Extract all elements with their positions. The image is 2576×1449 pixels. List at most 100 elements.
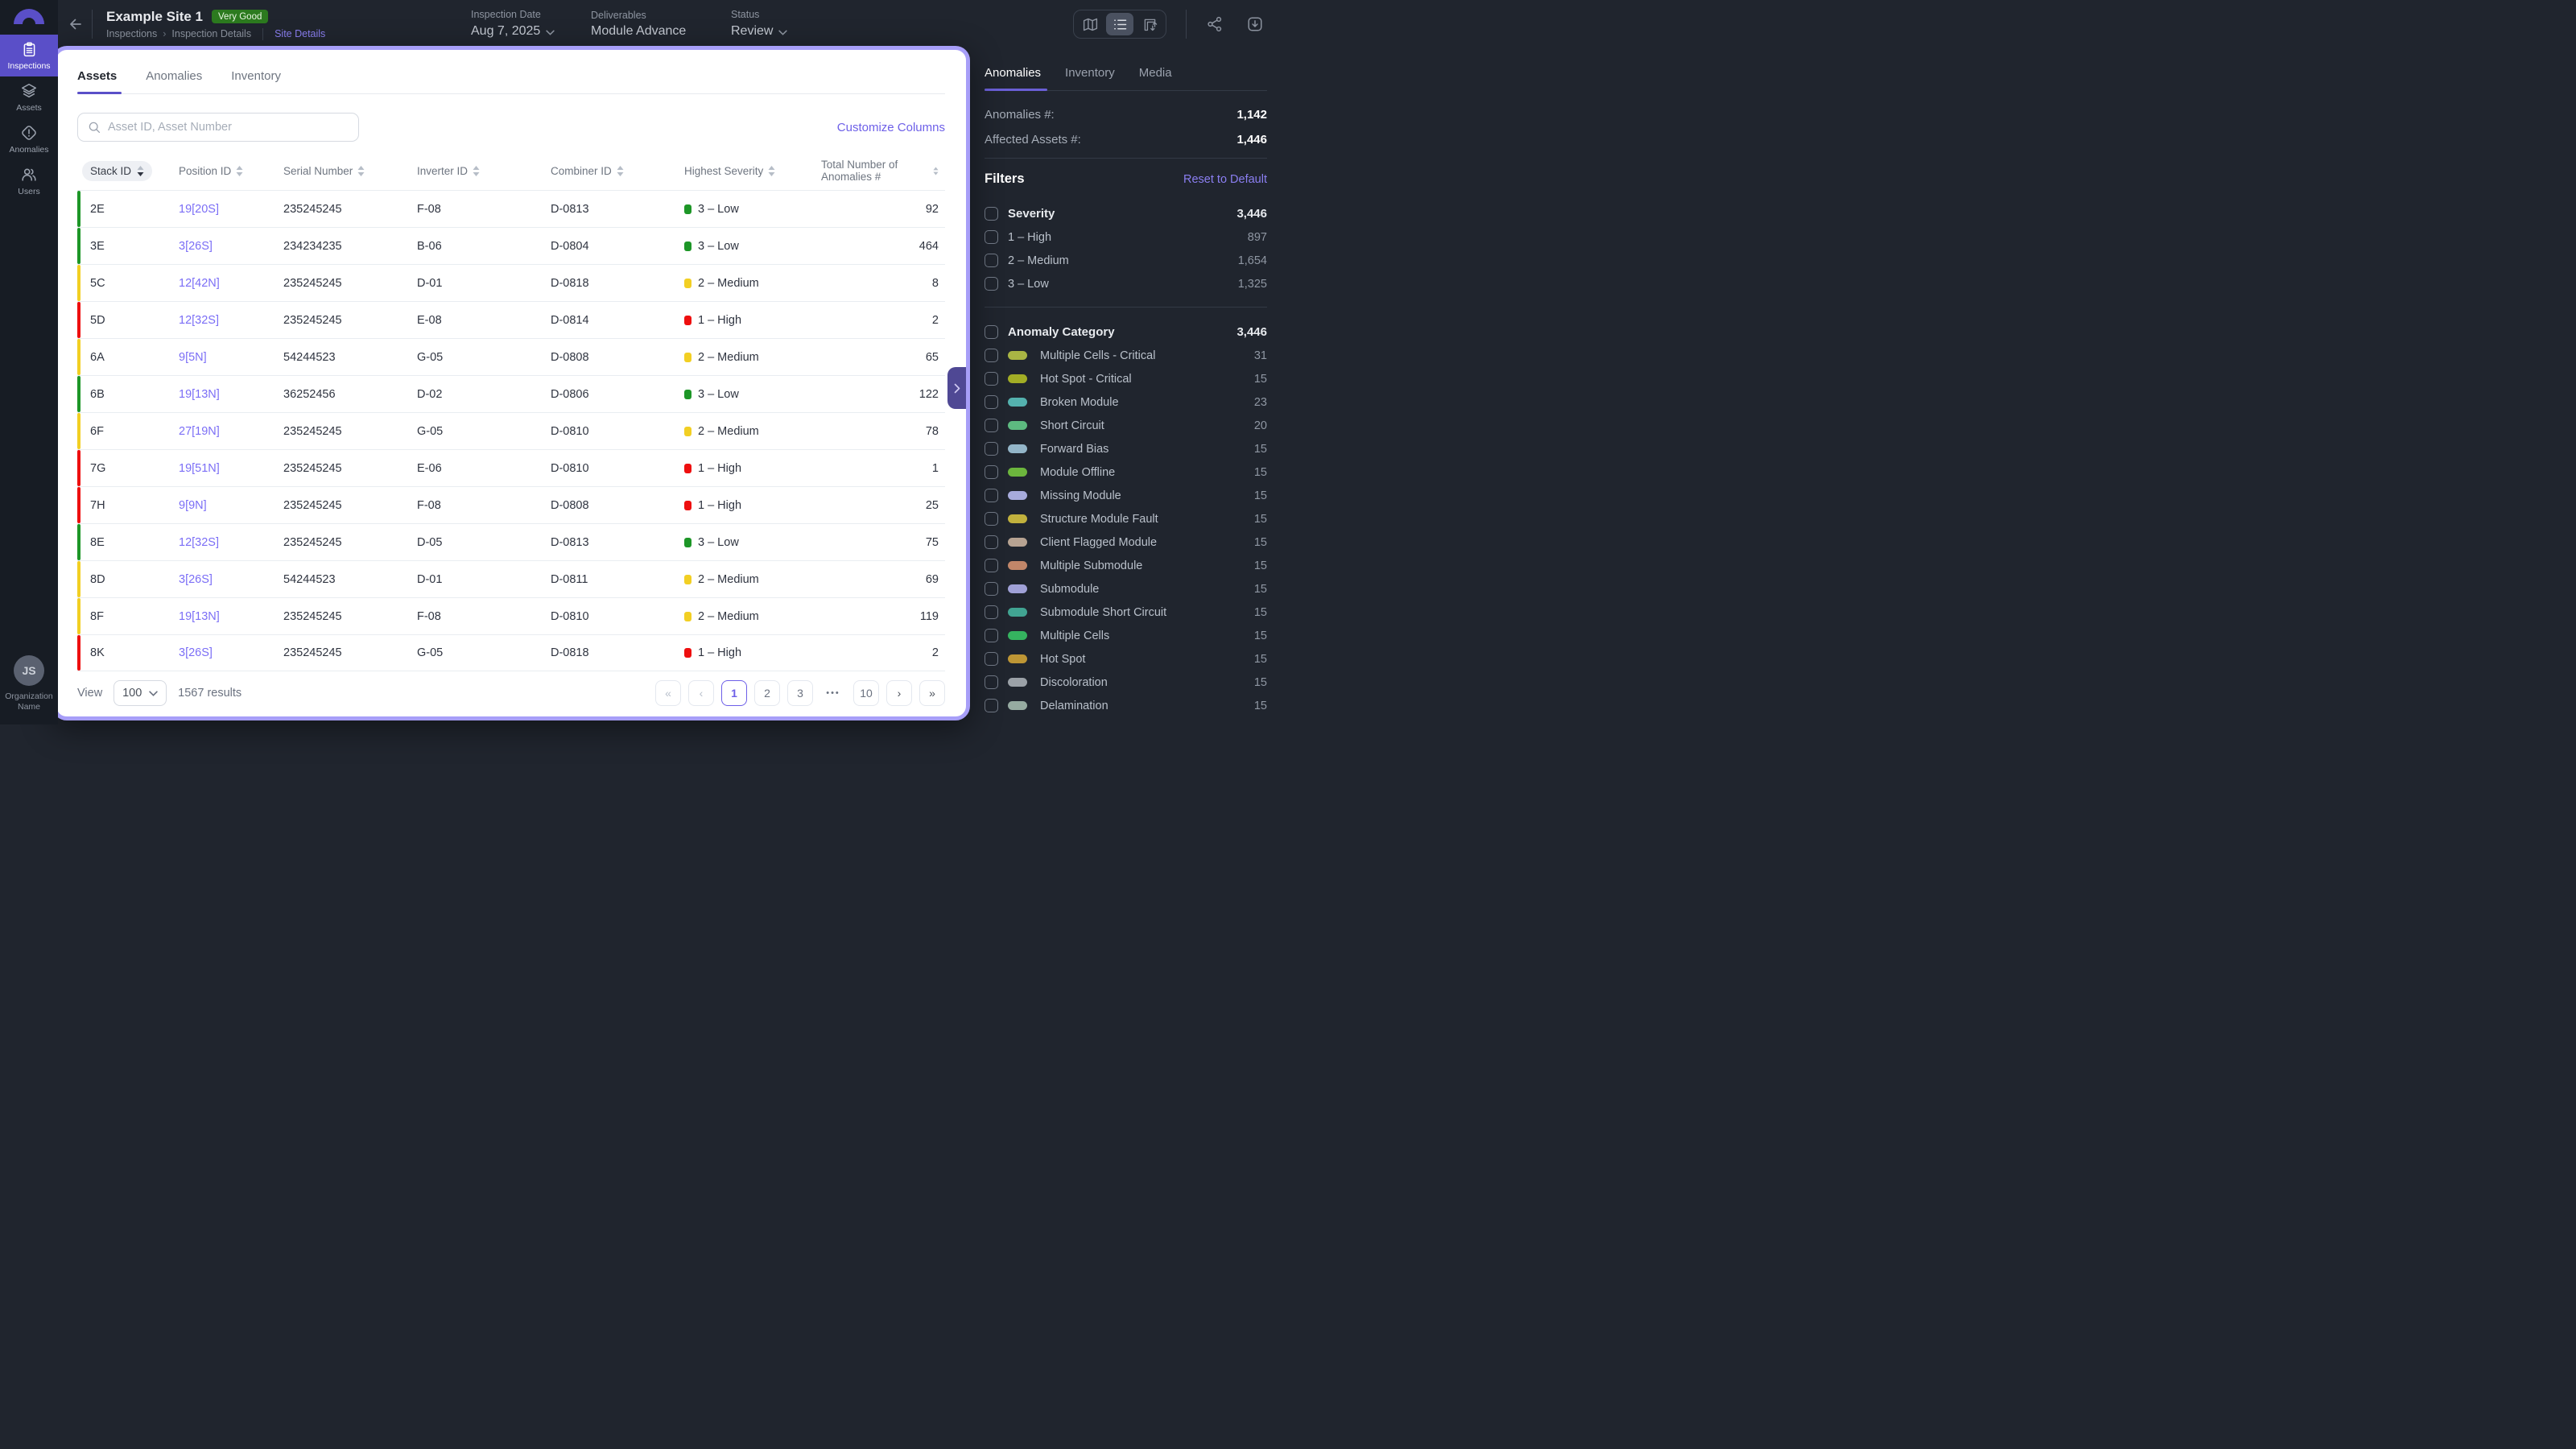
field-value[interactable]: Aug 7, 2025 <box>471 23 572 39</box>
column-header-combiner-id[interactable]: Combiner ID <box>551 165 684 177</box>
compare-view-button[interactable] <box>1136 13 1163 35</box>
header-fields: Inspection Date Aug 7, 2025 Deliverables Mo… <box>471 0 819 48</box>
column-header-total-number-of-anomalies-[interactable]: Total Number of Anomalies # <box>821 159 945 183</box>
breadcrumb-inspections[interactable]: Inspections <box>106 28 158 39</box>
checkbox[interactable] <box>985 395 998 409</box>
checkbox[interactable] <box>985 559 998 572</box>
next-page-button[interactable]: › <box>886 680 912 706</box>
download-button[interactable] <box>1246 15 1264 33</box>
list-view-button[interactable] <box>1106 13 1133 35</box>
severity-checkbox[interactable] <box>985 207 998 221</box>
position-id-link[interactable]: 9[9N] <box>179 498 207 512</box>
checkbox[interactable] <box>985 465 998 479</box>
position-id-link[interactable]: 19[20S] <box>179 202 219 216</box>
sidebar-item-assets[interactable]: Assets <box>0 76 58 118</box>
position-id-link[interactable]: 19[13N] <box>179 387 220 401</box>
site-details-link[interactable]: Site Details <box>275 28 326 39</box>
column-header-highest-severity[interactable]: Highest Severity <box>684 165 821 177</box>
filters-panel: Anomalies Inventory Media Anomalies #: 1… <box>974 48 1288 724</box>
cell-highest-severity: 1 – High <box>684 499 821 512</box>
checkbox[interactable] <box>985 254 998 267</box>
checkbox[interactable] <box>985 605 998 619</box>
collapse-panel-handle[interactable] <box>947 367 966 409</box>
position-id-link[interactable]: 12[32S] <box>179 535 219 549</box>
tab-inventory[interactable]: Inventory <box>231 69 281 83</box>
checkbox[interactable] <box>985 629 998 642</box>
column-header-position-id[interactable]: Position ID <box>179 165 283 177</box>
page-size-select[interactable]: 100 <box>114 680 167 706</box>
cell-combiner-id: D-0814 <box>551 313 589 327</box>
cell-total-anomalies: 25 <box>925 498 939 512</box>
position-id-link[interactable]: 19[13N] <box>179 609 220 623</box>
panel-tab-inventory[interactable]: Inventory <box>1065 66 1115 80</box>
customize-columns-link[interactable]: Customize Columns <box>836 120 945 134</box>
severity-bar <box>77 561 80 597</box>
category-checkbox[interactable] <box>985 325 998 339</box>
position-id-link[interactable]: 3[26S] <box>179 646 213 659</box>
view-label: View <box>77 687 103 700</box>
position-id-link[interactable]: 27[19N] <box>179 424 220 438</box>
cell-highest-severity: 2 – Medium <box>684 351 821 364</box>
search-input[interactable] <box>108 121 349 134</box>
cell-serial-number: 235245245 <box>283 646 342 659</box>
filter-option-label: 1 – High <box>1008 230 1052 244</box>
severity-dot-icon <box>684 352 691 362</box>
checkbox[interactable] <box>985 582 998 596</box>
sorted-column-pill[interactable]: Stack ID <box>82 160 153 181</box>
sidebar-item-inspections[interactable]: Inspections <box>0 35 58 76</box>
page-button-10[interactable]: 10 <box>853 680 879 706</box>
checkbox[interactable] <box>985 442 998 456</box>
checkbox[interactable] <box>985 349 998 362</box>
column-header-inverter-id[interactable]: Inverter ID <box>417 165 551 177</box>
checkbox[interactable] <box>985 512 998 526</box>
page-button-2[interactable]: 2 <box>754 680 780 706</box>
cell-total-anomalies: 464 <box>919 239 939 253</box>
chevron-down-icon <box>149 690 158 696</box>
page-button-3[interactable]: 3 <box>787 680 813 706</box>
field-value[interactable]: Review <box>731 23 819 39</box>
map-view-button[interactable] <box>1076 13 1104 35</box>
tab-anomalies[interactable]: Anomalies <box>146 69 203 83</box>
cell-highest-severity: 1 – High <box>684 462 821 475</box>
panel-tab-media[interactable]: Media <box>1138 66 1172 80</box>
stat-anomalies: Anomalies #: 1,142 <box>985 108 1267 122</box>
position-id-link[interactable]: 19[51N] <box>179 461 220 475</box>
checkbox[interactable] <box>985 489 998 502</box>
checkbox[interactable] <box>985 699 998 712</box>
back-button[interactable] <box>68 16 84 32</box>
checkbox[interactable] <box>985 675 998 689</box>
cell-inverter-id: G-05 <box>417 350 444 364</box>
cell-inverter-id: D-05 <box>417 535 443 549</box>
position-id-link[interactable]: 3[26S] <box>179 572 213 586</box>
position-id-link[interactable]: 12[42N] <box>179 276 220 290</box>
share-button[interactable] <box>1206 15 1224 33</box>
avatar[interactable]: JS <box>14 654 44 686</box>
last-page-button[interactable]: » <box>919 680 945 706</box>
first-page-button[interactable]: « <box>655 680 681 706</box>
sidebar-item-anomalies[interactable]: Anomalies <box>0 118 58 160</box>
page-button-1[interactable]: 1 <box>721 680 747 706</box>
sort-icon <box>473 165 480 176</box>
position-id-link[interactable]: 3[26S] <box>179 239 213 253</box>
position-id-link[interactable]: 9[5N] <box>179 350 207 364</box>
checkbox[interactable] <box>985 419 998 432</box>
category-color-pill <box>1008 468 1027 477</box>
checkbox[interactable] <box>985 535 998 549</box>
tab-assets[interactable]: Assets <box>77 64 122 94</box>
panel-tab-anomalies[interactable]: Anomalies <box>985 66 1048 91</box>
checkbox[interactable] <box>985 652 998 666</box>
column-header-serial-number[interactable]: Serial Number <box>283 165 417 177</box>
column-header-stack-id[interactable]: Stack ID <box>82 160 179 181</box>
checkbox[interactable] <box>985 372 998 386</box>
reset-to-default-link[interactable]: Reset to Default <box>1183 172 1267 186</box>
checkbox[interactable] <box>985 230 998 244</box>
checkbox[interactable] <box>985 277 998 291</box>
severity-bar <box>77 376 80 412</box>
previous-page-button[interactable]: ‹ <box>688 680 714 706</box>
sort-icon <box>357 165 365 176</box>
filter-option-count: 15 <box>1253 489 1267 502</box>
position-id-link[interactable]: 12[32S] <box>179 313 219 327</box>
category-color-pill <box>1008 654 1027 663</box>
category-filter-label: Anomaly Category <box>1008 325 1115 339</box>
sidebar-item-users[interactable]: Users <box>0 160 58 202</box>
